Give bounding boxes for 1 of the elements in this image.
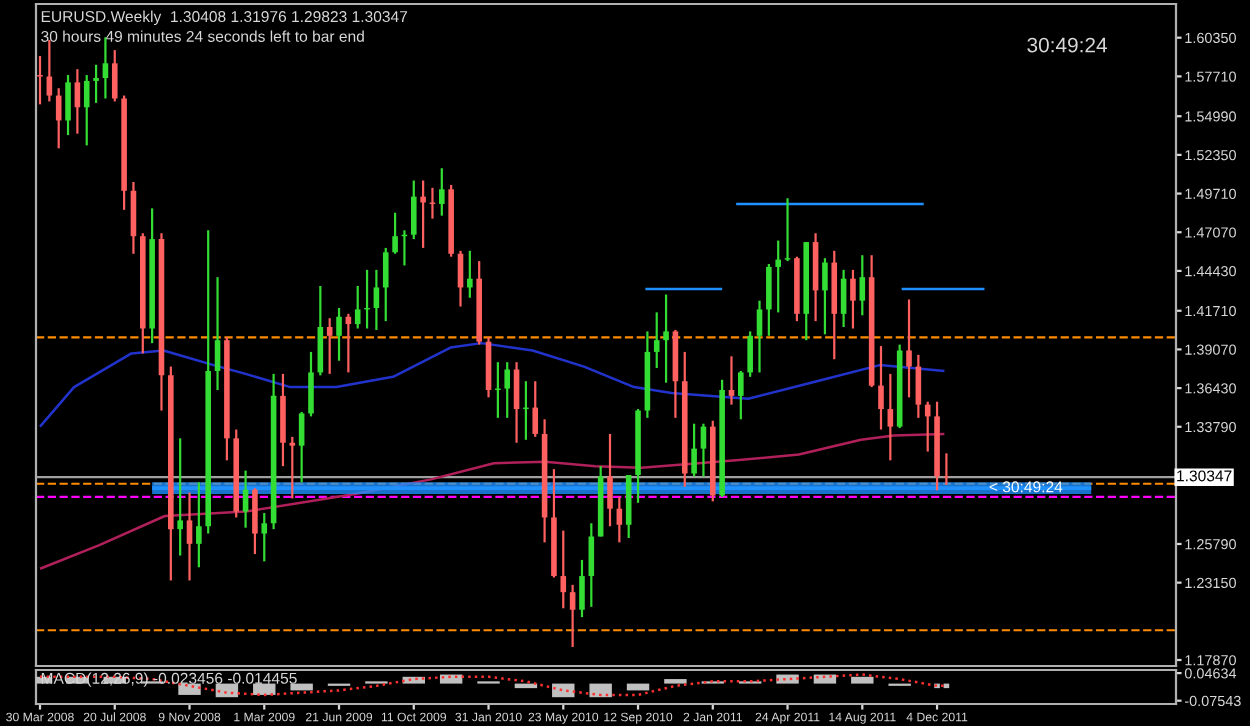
annotation: 30:49:24 [1027, 37, 1107, 53]
